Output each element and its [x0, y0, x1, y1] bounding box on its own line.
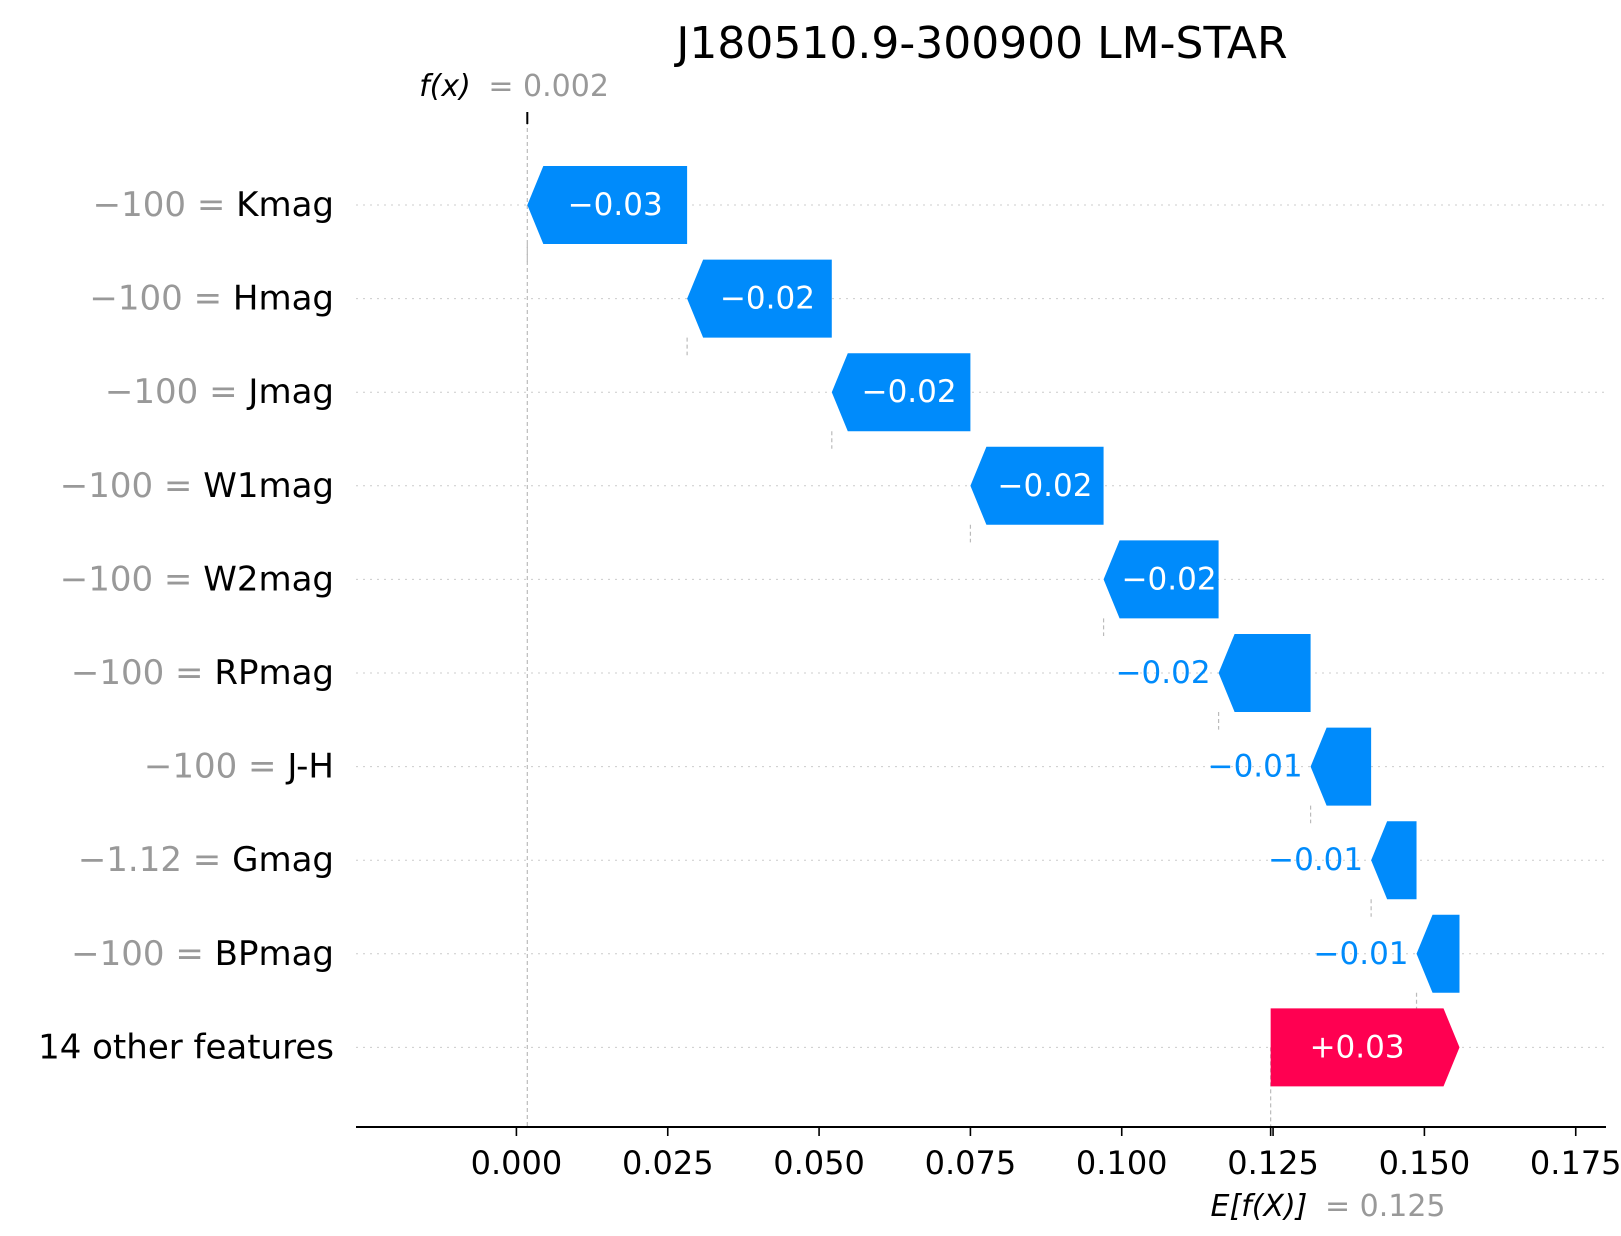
feature-labels: −100 = Kmag −0.03 −100 = Hmag −0.02 −100 = J…: [38, 185, 1408, 1067]
feature-value: −100 =: [105, 372, 249, 412]
feature-name: W2mag: [203, 559, 334, 599]
fx-label: f(x): [419, 69, 471, 104]
x-tick-label: 0.000: [471, 1144, 563, 1182]
bar-value-label: −0.02: [997, 468, 1092, 504]
feature-name: Kmag: [236, 185, 334, 225]
fx-annotation: f(x) = 0.002: [419, 69, 609, 104]
x-tick-label: 0.100: [1076, 1144, 1168, 1182]
bar-value-label: −0.02: [720, 281, 815, 317]
feature-bar: [831, 353, 971, 432]
bar-value-label: −0.01: [1268, 842, 1363, 878]
fx-value: = 0.002: [488, 69, 609, 104]
x-tick-label: 0.175: [1530, 1144, 1621, 1182]
feature-bar: [687, 259, 832, 338]
bar-value-label: +0.03: [1310, 1029, 1405, 1065]
x-axis-ticks: 0.000 0.025 0.050 0.075 0.100 0.125 0.150 0.175: [471, 1127, 1621, 1182]
x-tick-label: 0.150: [1379, 1144, 1471, 1182]
feature-label: −100 = W1mag: [60, 466, 334, 506]
feature-bar: [1103, 540, 1219, 619]
feature-value: −100 =: [71, 934, 215, 974]
grid-lines: [356, 204, 1606, 1048]
feature-value: −100 =: [60, 466, 204, 506]
feature-name: Jmag: [246, 372, 334, 412]
feature-label: −1.12 = Gmag: [78, 840, 334, 880]
x-tick-label: 0.050: [773, 1144, 865, 1182]
ex-value: = 0.125: [1325, 1189, 1446, 1224]
feature-name: RPmag: [214, 653, 334, 693]
feature-label: −100 = Hmag: [89, 279, 334, 319]
feature-value: −100 =: [144, 747, 288, 787]
x-tick-label: 0.125: [1227, 1144, 1319, 1182]
feature-label: −100 = Kmag: [93, 185, 334, 225]
feature-label: −100 = J-H: [144, 747, 334, 787]
feature-name: BPmag: [215, 934, 334, 974]
feature-name: W1mag: [203, 466, 334, 506]
bar-value-label: −0.02: [1116, 655, 1211, 691]
x-tick-label: 0.075: [925, 1144, 1017, 1182]
feature-name: 14 other features: [38, 1027, 334, 1067]
bar-value-label: −0.01: [1314, 936, 1409, 972]
feature-bar: [1371, 821, 1417, 900]
feature-name: Gmag: [232, 840, 334, 880]
feature-bar: [1310, 727, 1372, 806]
feature-label: −100 = Jmag: [105, 372, 334, 412]
feature-bar: [1416, 914, 1460, 993]
feature-value: −100 =: [89, 279, 233, 319]
feature-label: −100 = RPmag: [71, 653, 334, 693]
feature-bar: [527, 166, 688, 244]
feature-label: 14 other features: [38, 1027, 334, 1067]
feature-bars: [527, 166, 1460, 1087]
feature-label: −100 = BPmag: [71, 934, 334, 974]
feature-bar: [970, 446, 1104, 525]
feature-value: −100 =: [60, 559, 204, 599]
feature-value: −100 =: [71, 653, 215, 693]
feature-value: −1.12 =: [78, 840, 232, 880]
bar-value-label: −0.02: [1122, 561, 1217, 597]
x-tick-label: 0.025: [622, 1144, 714, 1182]
feature-name: Hmag: [233, 279, 334, 319]
feature-value: −100 =: [93, 185, 237, 225]
bar-value-label: −0.02: [862, 374, 957, 410]
chart-title: J180510.9-300900 LM-STAR: [673, 18, 1287, 69]
feature-bar: [1270, 1008, 1460, 1087]
feature-name: J-H: [285, 747, 334, 787]
bar-value-label: −0.03: [568, 187, 663, 223]
ex-label: E[f(X)]: [1211, 1189, 1308, 1224]
feature-bar: [1218, 634, 1311, 712]
reference-lines: [526, 112, 1418, 1127]
bar-value-label: −0.01: [1208, 749, 1303, 785]
ex-annotation: E[f(X)] = 0.125: [1211, 1189, 1446, 1224]
feature-label: −100 = W2mag: [60, 559, 334, 599]
